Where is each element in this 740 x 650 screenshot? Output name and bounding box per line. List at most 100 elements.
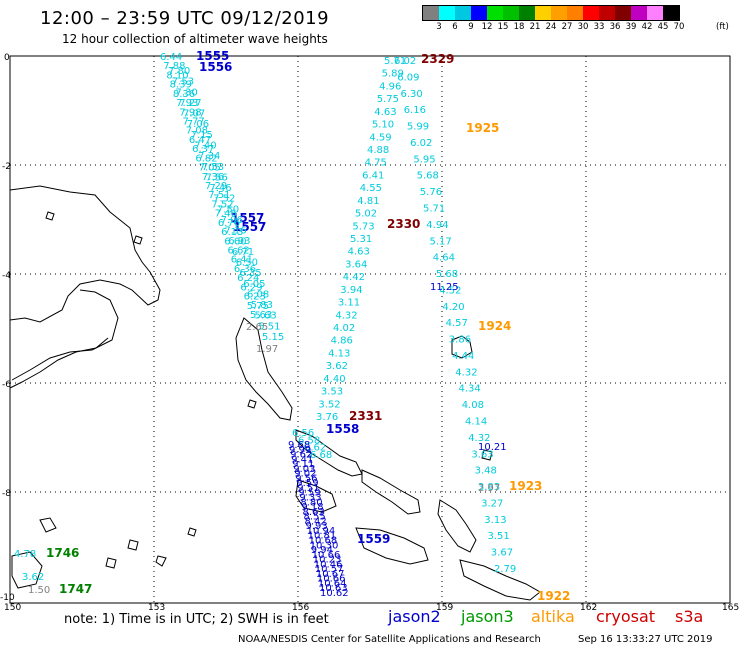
wave-height-value: 4.59: [369, 132, 391, 143]
scale-label: 45: [657, 22, 669, 32]
wave-height-value: 6.13: [221, 227, 243, 238]
time-label: 1746: [46, 546, 79, 560]
wave-height-value: 7.15: [191, 130, 213, 141]
axis-labels: 150 153 156 159 162 165 0 -2 -4 -6 -8 -1…: [0, 53, 739, 613]
wave-height-value: 6.16: [404, 105, 426, 116]
wave-height-value: 7.88: [163, 61, 185, 72]
islet-e: [187, 527, 197, 537]
wave-height-value: 7.51: [208, 190, 230, 201]
time-label: 1556: [199, 60, 232, 74]
wave-height-value: 6.68: [310, 450, 332, 461]
scale-swatch: [599, 6, 615, 20]
wave-height-value: 3.64: [345, 259, 367, 270]
scale-swatch: [519, 6, 535, 20]
wave-height-value: 9.11: [292, 459, 314, 470]
wave-height-value: 6.30: [401, 89, 423, 100]
wave-height-value: 4.32: [455, 367, 477, 378]
color-scale-labels: 3 6 9 12 15 18 21 24 27 30 33 36 39 42 45 70: [422, 22, 712, 34]
wave-height-value: 4.02: [333, 323, 355, 334]
wave-height-value: 11.25: [430, 282, 459, 293]
wave-height-value: 10.66: [312, 550, 341, 561]
wave-height-value: 5.76: [420, 187, 442, 198]
legend-cryosat: cryosat: [596, 607, 656, 626]
wave-height-value: 6.41: [362, 170, 384, 181]
islet-a: [133, 235, 143, 245]
wave-height-value: 4.32: [468, 433, 490, 444]
wave-height-value: 7.36: [202, 172, 224, 183]
wave-height-value: 5.75: [377, 94, 399, 105]
wave-height-value: 6.24: [237, 273, 259, 284]
scale-swatch: [503, 6, 519, 20]
wave-height-value: 2.65: [246, 322, 268, 333]
wave-height-value: 4.75: [365, 158, 387, 169]
islet-h: [105, 557, 117, 569]
wave-height-value: 8.42: [305, 516, 327, 527]
legend-jason3: jason3: [461, 607, 514, 626]
wave-height-value: 3.62: [326, 361, 348, 372]
wave-height-value: 3.63: [471, 449, 493, 460]
wave-height-value: 1.97: [256, 344, 278, 355]
legend-jason2: jason2: [388, 607, 441, 626]
wave-height-value: 3.13: [484, 515, 506, 526]
wave-height-value: 10.62: [320, 588, 349, 599]
y-tick-0: 0: [4, 53, 10, 63]
scale-label: 18: [513, 22, 525, 32]
wave-height-value: 9.41: [291, 454, 313, 465]
scale-label: 12: [481, 22, 493, 32]
wave-height-value: 4.81: [357, 196, 379, 207]
wave-height-value: 10.81: [308, 531, 337, 542]
wave-height-value: 4.52: [439, 285, 461, 296]
wave-height-value: 4.32: [335, 310, 357, 321]
wave-height-value: 6.60: [224, 236, 246, 247]
graticule: [10, 56, 730, 603]
wave-height-value: 6.47: [189, 135, 211, 146]
wave-height-value: 3.62: [22, 572, 44, 583]
y-tick-minus10: -10: [0, 593, 15, 603]
wave-height-value: 9.99: [289, 445, 311, 456]
wave-height-value: 9.59: [298, 488, 320, 499]
wave-height-value: 4.40: [323, 374, 345, 385]
wave-height-value: 9.62: [290, 450, 312, 461]
scale-label: 9: [468, 22, 474, 32]
wave-height-value: 8.39: [170, 80, 192, 91]
y-tick-minus2: -2: [2, 162, 11, 172]
wave-height-value: 7.80: [168, 66, 190, 77]
wave-height-value: 6.62: [228, 246, 250, 257]
wave-height-value: 4.63: [348, 247, 370, 258]
wave-height-value: 10.21: [478, 442, 507, 453]
wave-height-value: 6.09: [397, 72, 419, 83]
wave-height-value: 6.08: [247, 289, 269, 300]
wave-height-value: 5.68: [436, 269, 458, 280]
wave-height-value: 5.71: [423, 204, 445, 215]
wave-height-value: 4.13: [328, 348, 350, 359]
wave-height-value: 6.35: [239, 268, 261, 279]
choiseul-coast: [295, 429, 363, 477]
wave-height-value: 4.96: [379, 81, 401, 92]
wave-height-value: 9.51: [297, 483, 319, 494]
wave-height-value: 7.16: [224, 226, 246, 237]
islet-f: [39, 517, 57, 533]
scale-label: 30: [577, 22, 589, 32]
legend-altika: altika: [531, 607, 575, 626]
wave-height-value: 6.29: [240, 282, 262, 293]
wave-height-value: 8.80: [300, 497, 322, 508]
wave-height-value: 7.52: [211, 199, 233, 210]
time-label: 1747: [59, 582, 92, 596]
scale-swatch: [487, 6, 503, 20]
y-tick-minus8: -8: [2, 489, 11, 499]
wave-height-value: 10.57: [315, 564, 344, 575]
wave-height-value: 5.95: [413, 154, 435, 165]
islet-g: [11, 551, 43, 589]
wave-height-value: 6.93: [228, 236, 250, 247]
time-label: 1557: [233, 220, 266, 234]
time-label: 2331: [349, 409, 382, 423]
wave-height-value: 4.42: [343, 272, 365, 283]
wave-height-value: 9.18: [301, 502, 323, 513]
islet-c: [247, 399, 257, 409]
time-label: 1559: [357, 532, 390, 546]
ontong-java-atoll: [451, 335, 473, 359]
scale-label: 15: [497, 22, 509, 32]
wave-height-value: 7.77: [183, 117, 205, 128]
